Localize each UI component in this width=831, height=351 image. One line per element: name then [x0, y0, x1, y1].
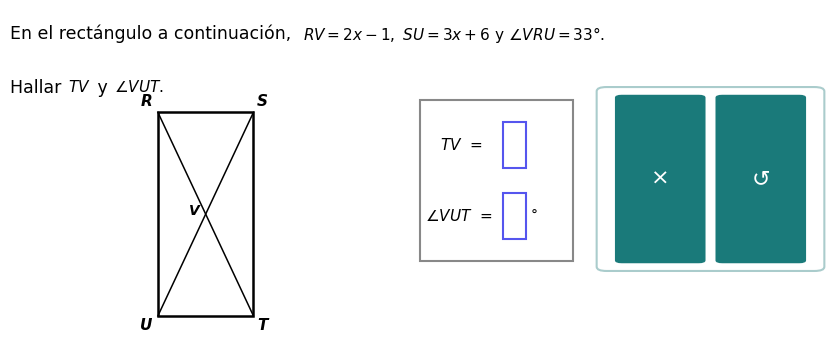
- Text: $\angle VUT$  =: $\angle VUT$ =: [425, 208, 492, 224]
- Text: U: U: [140, 318, 152, 333]
- Text: °: °: [531, 209, 538, 223]
- Text: ×: ×: [651, 169, 670, 189]
- Text: R: R: [140, 94, 152, 110]
- Text: V: V: [189, 205, 199, 218]
- FancyBboxPatch shape: [715, 95, 806, 263]
- FancyBboxPatch shape: [615, 95, 706, 263]
- Text: ↺: ↺: [751, 169, 770, 189]
- Text: $\angle VUT$.: $\angle VUT$.: [114, 79, 164, 95]
- FancyBboxPatch shape: [420, 100, 573, 261]
- Text: $RV = 2x-1,\ SU = 3x+6\ \mathrm{y}\ \angle VRU = 33°.$: $RV = 2x-1,\ SU = 3x+6\ \mathrm{y}\ \ang…: [303, 25, 606, 45]
- Text: y: y: [92, 79, 114, 97]
- FancyBboxPatch shape: [597, 87, 824, 271]
- FancyBboxPatch shape: [503, 193, 526, 239]
- Text: T: T: [257, 318, 268, 333]
- Text: En el rectángulo a continuación,: En el rectángulo a continuación,: [10, 25, 297, 43]
- FancyBboxPatch shape: [503, 122, 526, 168]
- Text: $TV$: $TV$: [68, 79, 91, 95]
- Text: $TV$  =: $TV$ =: [440, 137, 483, 153]
- Text: S: S: [257, 94, 268, 110]
- Text: Hallar: Hallar: [10, 79, 66, 97]
